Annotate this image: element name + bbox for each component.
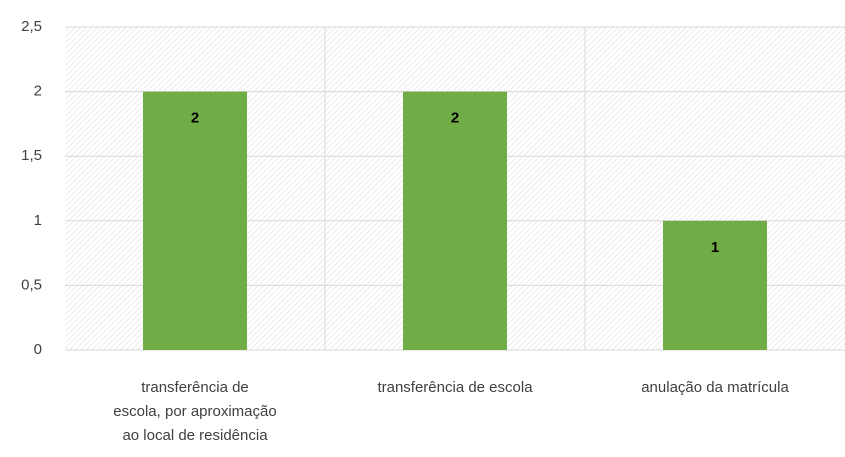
x-tick-label: transferência de escola, por aproximação a… xyxy=(113,379,276,444)
bar xyxy=(403,91,507,350)
y-tick-label: 2 xyxy=(34,83,42,100)
x-tick-label: anulação da matrícula xyxy=(641,379,789,396)
bar xyxy=(663,220,767,350)
y-tick-label: 1 xyxy=(34,212,42,229)
bar xyxy=(143,91,247,350)
y-tick-label: 2,5 xyxy=(21,18,42,35)
y-tick-label: 0 xyxy=(34,341,42,358)
x-tick-label: transferência de escola xyxy=(377,379,533,396)
data-label: 2 xyxy=(451,110,459,127)
y-tick-label: 1,5 xyxy=(21,147,42,164)
y-tick-label: 0,5 xyxy=(21,276,42,293)
data-label: 2 xyxy=(191,110,199,127)
data-label: 1 xyxy=(711,239,719,256)
